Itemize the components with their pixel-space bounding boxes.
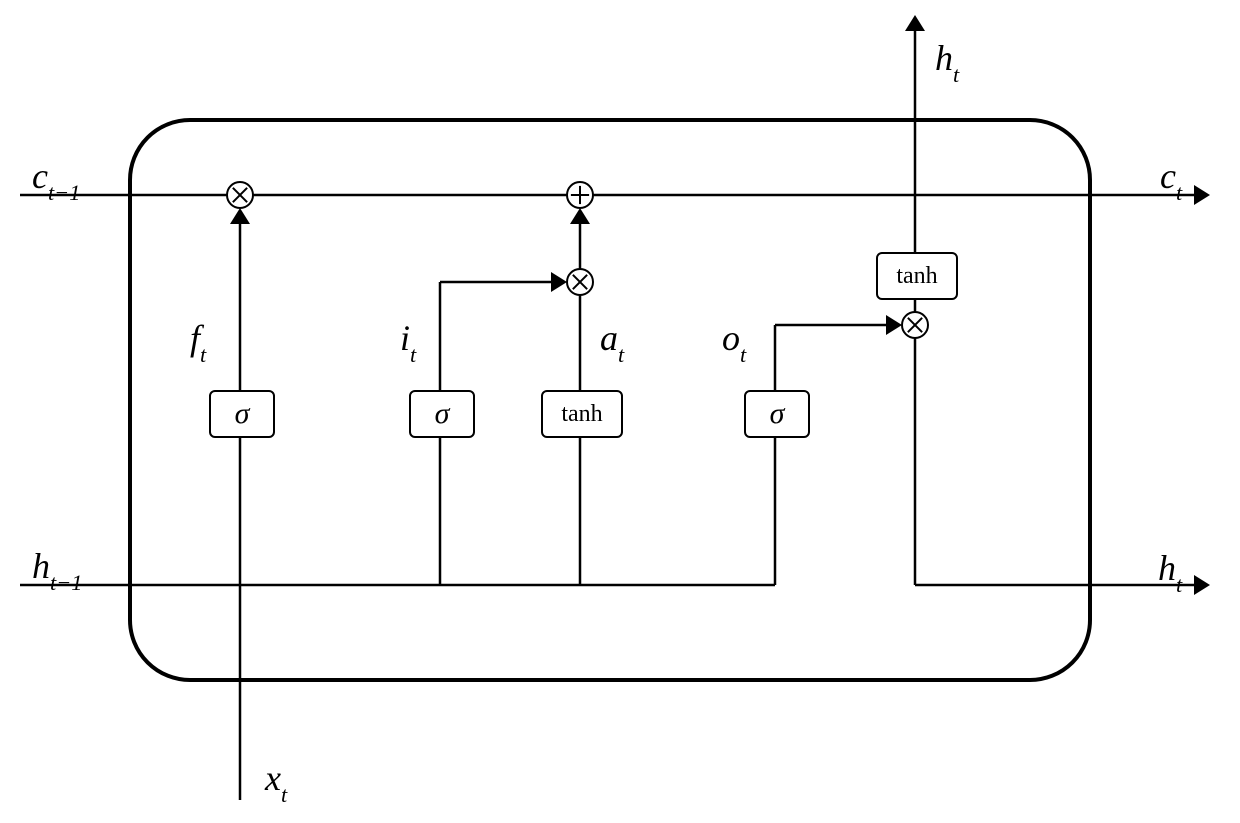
- gate-box-o-sigma: σ: [744, 390, 810, 438]
- label-f: ft: [190, 320, 206, 363]
- label-i: it: [400, 320, 416, 363]
- gate-box-i-sigma: σ: [409, 390, 475, 438]
- label-h-in: ht−1: [32, 548, 82, 591]
- gate-box-f-sigma: σ: [209, 390, 275, 438]
- gate-box-a-tanh: tanh: [541, 390, 623, 438]
- label-o: ot: [722, 320, 746, 363]
- label-c-out: ct: [1160, 158, 1182, 201]
- lstm-cell-diagram: σ σ tanh σ tanh ct−1 ct ht−1 ht ht xt ft it at ot: [0, 0, 1240, 823]
- label-a: at: [600, 320, 624, 363]
- label-x-in: xt: [265, 760, 287, 803]
- label-h-top: ht: [935, 40, 959, 83]
- label-h-out: ht: [1158, 550, 1182, 593]
- gate-box-tanh-out: tanh: [876, 252, 958, 300]
- label-c-in: ct−1: [32, 158, 80, 201]
